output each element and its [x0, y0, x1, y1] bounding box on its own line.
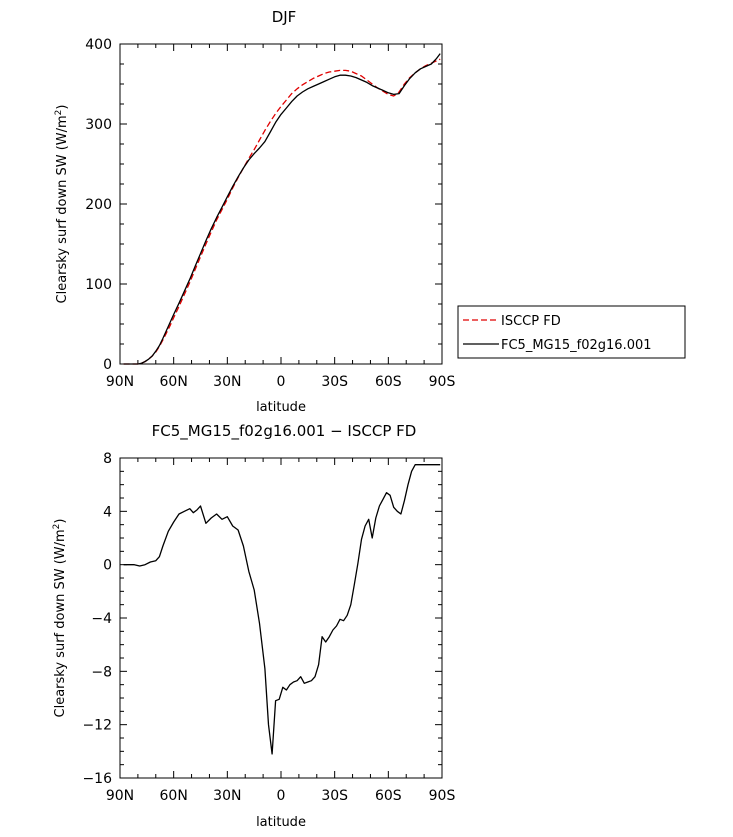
x-tick-label: 30N	[213, 374, 241, 390]
y-tick-label: −16	[82, 771, 112, 787]
x-tick-label: 90N	[106, 374, 134, 390]
y-tick-label: 300	[85, 117, 112, 133]
x-tick-label: 0	[277, 374, 286, 390]
y-tick-label: 0	[103, 558, 112, 574]
x-tick-label: 60S	[375, 374, 402, 390]
x-tick-label: 30S	[321, 374, 348, 390]
y-axis-label-close: )	[55, 105, 70, 110]
x-tick-label: 0	[277, 788, 286, 804]
x-tick-label: 60N	[160, 374, 188, 390]
y-tick-label: 4	[103, 504, 112, 520]
x-tick-label: 90S	[429, 374, 456, 390]
chart-title: DJF	[272, 8, 297, 26]
y-axis-label-superscript: 2	[52, 524, 62, 530]
x-tick-label: 60N	[160, 788, 188, 804]
y-axis-label-superscript: 2	[54, 110, 64, 116]
y-tick-label: −4	[91, 611, 112, 627]
x-tick-label: 30S	[321, 788, 348, 804]
y-axis-label-main: Clearsky surf down SW (W/m	[53, 529, 68, 717]
x-axis-label: latitude	[256, 400, 306, 415]
y-axis-label-close: )	[53, 519, 68, 524]
legend: ISCCP FD FC5_MG15_f02g16.001	[457, 305, 686, 359]
y-tick-label: 8	[103, 451, 112, 467]
x-tick-label: 60S	[375, 788, 402, 804]
y-tick-label: 400	[85, 37, 112, 53]
series-line-1	[123, 53, 441, 365]
top-chart: 90N 60N 30N 0 30S 60S 90S 0 100 200 300 400 DJF latit…	[54, 8, 686, 415]
bottom-chart: 90N 60N 30N 0 30S 60S 90S −16 −12 −8 −4 0 4 8 FC5_MG15…	[52, 422, 455, 830]
series-line-0	[123, 464, 441, 755]
plot-frame	[119, 43, 443, 365]
x-tick-label: 90N	[106, 788, 134, 804]
x-axis-label: latitude	[256, 815, 306, 830]
y-axis-label-main: Clearsky surf down SW (W/m	[55, 115, 70, 303]
x-tick-label: 30N	[213, 788, 241, 804]
y-tick-label: −12	[82, 718, 112, 734]
y-tick-label: 100	[85, 277, 112, 293]
legend-label-0: ISCCP FD	[501, 314, 561, 329]
y-axis-label: Clearsky surf down SW (W/m2)	[52, 519, 68, 718]
x-tick-label: 90S	[429, 788, 456, 804]
y-tick-label: −8	[91, 664, 112, 680]
legend-box	[457, 305, 686, 359]
chart-title: FC5_MG15_f02g16.001 − ISCCP FD	[152, 422, 417, 441]
y-axis-label: Clearsky surf down SW (W/m2)	[54, 105, 70, 304]
series-line-0	[123, 58, 441, 365]
y-tick-label: 200	[85, 197, 112, 213]
y-tick-label: 0	[103, 357, 112, 373]
legend-label-1: FC5_MG15_f02g16.001	[501, 338, 652, 353]
